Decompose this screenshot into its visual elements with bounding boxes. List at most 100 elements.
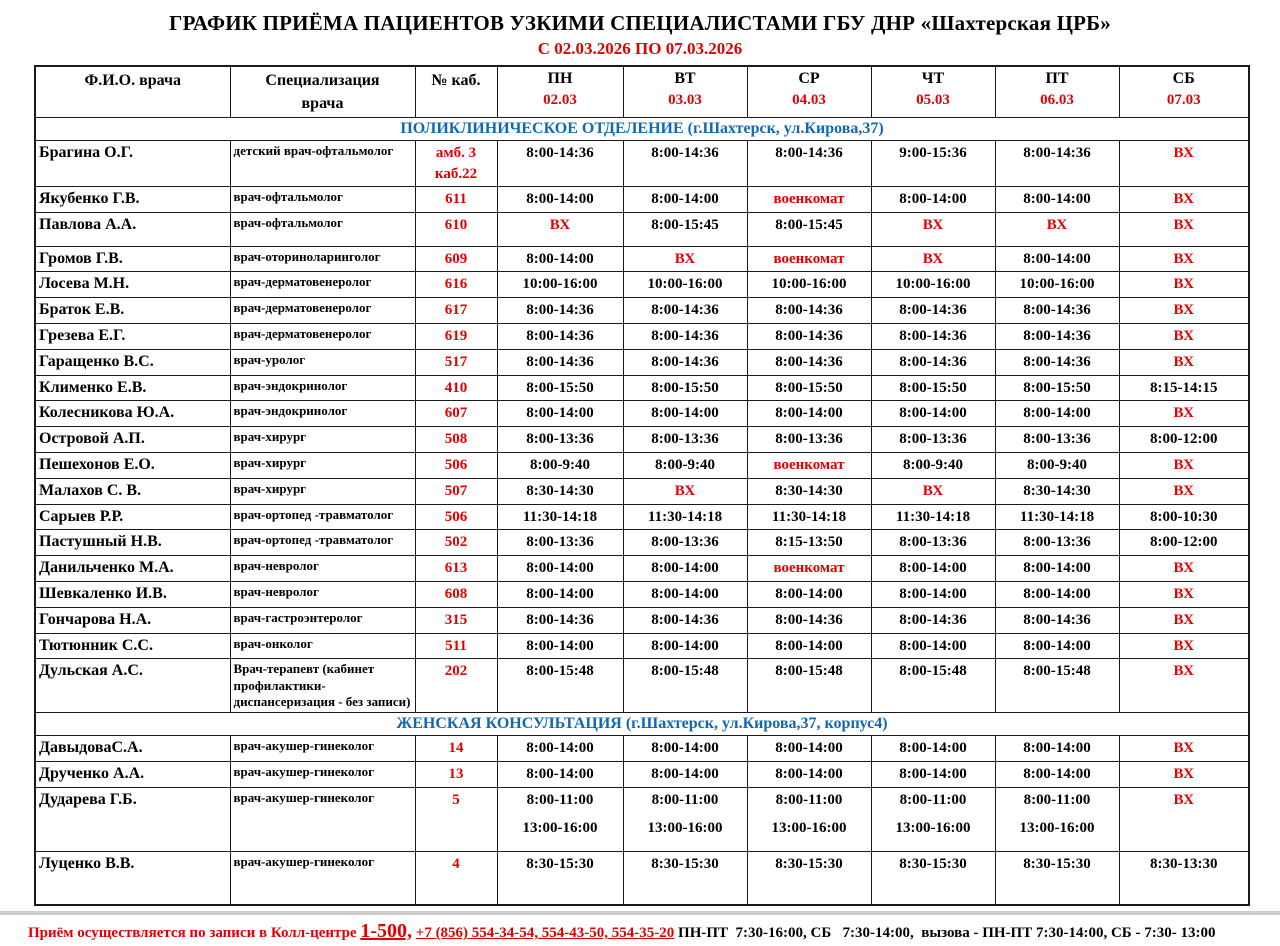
time-cell: 10:00-16:00 [870, 271, 996, 299]
col-header-thu: ЧТ 05.03 [870, 65, 996, 119]
doctor-name-cell: Клименко Е.В. [34, 374, 231, 402]
time-cell: ВХ [1118, 348, 1250, 376]
doctor-name-cell: Друченко А.А. [34, 760, 231, 788]
footer-hours: ПН-ПТ 7:30-16:00, СБ 7:30-14:00, вызова … [678, 925, 1216, 942]
time-cell: военкомат [746, 185, 872, 213]
time-cell: ВХ [1118, 632, 1250, 660]
time-cell: 8:00-14:00 [622, 555, 748, 583]
time-cell: 8:00-14:36 [994, 323, 1120, 350]
doctor-name-cell: Малахов С. В. [34, 477, 231, 505]
header-row: Ф.И.О. врача Специализация врача № каб. … [34, 65, 1250, 119]
time-cell: 11:30-14:18 [870, 503, 996, 531]
time-cell: 8:00-15:48 [746, 658, 872, 714]
time-cell: 8:00-14:36 [994, 140, 1120, 187]
time-cell: 10:00-16:00 [496, 271, 624, 299]
time-cell: 8:00-13:36 [994, 529, 1120, 557]
table-row: Гаращенко В.С. врач-уролог 517 8:00-14:36 8:… [34, 348, 1250, 376]
time-cell: 8:00-14:00 [622, 581, 748, 608]
time-cell: ВХ [994, 211, 1120, 247]
section-header-row: ПОЛИКЛИНИЧЕСКОЕ ОТДЕЛЕНИЕ (г.Шахтерск, у… [34, 117, 1250, 142]
time-cell: 8:00-15:48 [994, 658, 1120, 714]
doctor-name-cell: Павлова А.А. [34, 211, 231, 247]
time-cell: 8:00-10:30 [1118, 503, 1250, 531]
doctor-name-cell: Якубенко Г.В. [34, 185, 231, 213]
time-cell: 8:00-14:36 [994, 606, 1120, 634]
col-header-fri: ПТ 06.03 [994, 65, 1120, 119]
doctor-name-cell: Данильченко М.А. [34, 555, 231, 583]
cabinet-cell: 14 [414, 735, 498, 762]
specialization-cell: врач-уролог [229, 348, 416, 376]
time-cell: 8:00-13:36 [746, 426, 872, 454]
table-row: Браток Е.В. врач-дерматовенеролог 617 8:00-… [34, 297, 1250, 325]
table-row: Павлова А.А. врач-офтальмолог 610 ВХ 8:00-15… [34, 211, 1250, 247]
time-cell: ВХ [870, 211, 996, 247]
time-cell: 8:00-14:36 [746, 297, 872, 325]
time-cell: ВХ [1118, 581, 1250, 608]
cabinet-cell: 502 [414, 529, 498, 557]
doctor-name-cell: Колесникова Ю.А. [34, 400, 231, 428]
call-center-number: 1-500, [360, 920, 413, 943]
time-cell: 8:00-9:40 [870, 452, 996, 479]
specialization-cell: врач-офтальмолог [229, 185, 416, 213]
time-cell: 8:30-15:30 [870, 850, 996, 906]
table-row: Клименко Е.В. врач-эндокринолог 410 8:00-15… [34, 374, 1250, 402]
time-cell: 8:30-14:30 [746, 477, 872, 505]
time-cell: 8:00-11:00 13:00-16:00 [746, 786, 872, 852]
time-cell: ВХ [1118, 786, 1250, 852]
table-row: Друченко А.А. врач-акушер-гинеколог 13 8:00… [34, 760, 1250, 788]
time-cell: 8:00-14:36 [870, 297, 996, 325]
cabinet-cell: 13 [414, 760, 498, 788]
time-cell: 8:00-15:50 [622, 374, 748, 402]
col-header-sat: СБ 07.03 [1118, 65, 1250, 119]
time-cell: 8:00-14:36 [622, 323, 748, 350]
table-row: Брагина О.Г. детский врач-офтальмолог амб.… [34, 140, 1250, 187]
time-cell: 10:00-16:00 [994, 271, 1120, 299]
table-row: Грезева Е.Г. врач-дерматовенеролог 619 8:00… [34, 323, 1250, 350]
time-cell: 8:00-15:50 [994, 374, 1120, 402]
specialization-cell: врач-ортопед -травматолог [229, 529, 416, 557]
specialization-cell: врач-дерматовенеролог [229, 271, 416, 299]
table-row: Колесникова Ю.А. врач-эндокринолог 607 8:00… [34, 400, 1250, 428]
time-cell: 8:00-15:45 [622, 211, 748, 247]
time-cell: 8:30-15:30 [994, 850, 1120, 906]
date-range-subtitle: С 02.03.2026 ПО 07.03.2026 [537, 39, 743, 58]
cabinet-cell: 617 [414, 297, 498, 325]
time-cell: ВХ [1118, 606, 1250, 634]
doctor-name-cell: Лосева М.Н. [34, 271, 231, 299]
time-cell: ВХ [1118, 477, 1250, 505]
specialization-cell: врач-гастроэнтеролог [229, 606, 416, 634]
time-cell: 11:30-14:18 [496, 503, 624, 531]
time-cell: 8:00-11:00 13:00-16:00 [496, 786, 624, 852]
time-cell: военкомат [746, 245, 872, 273]
table-row: Пастушный Н.В. врач-ортопед -травматолог 5… [34, 529, 1250, 557]
specialization-cell: врач-хирург [229, 426, 416, 454]
time-cell: 8:00-14:00 [870, 400, 996, 428]
time-cell: 8:00-14:00 [746, 735, 872, 762]
time-cell: 8:00-14:36 [496, 606, 624, 634]
doctor-name-cell: ДавыдоваС.А. [34, 735, 231, 762]
time-cell: 8:00-13:36 [622, 529, 748, 557]
time-cell: 8:00-14:00 [994, 760, 1120, 788]
col-header-tue: ВТ 03.03 [622, 65, 748, 119]
doctor-name-cell: Островой А.П. [34, 426, 231, 454]
time-cell: 8:00-14:36 [622, 348, 748, 376]
time-cell: 8:00-14:00 [496, 185, 624, 213]
cabinet-cell: амб. 3 каб.22 [414, 140, 498, 187]
cabinet-cell: 5 [414, 786, 498, 852]
table-row: Островой А.П. врач-хирург 508 8:00-13:36 8:0… [34, 426, 1250, 454]
time-cell: 8:00-14:36 [496, 140, 624, 187]
cabinet-cell: 619 [414, 323, 498, 350]
time-cell: 8:00-14:00 [994, 185, 1120, 213]
table-row: Тютюнник С.С. врач-онколог 511 8:00-14:00 8:… [34, 632, 1250, 660]
time-cell: 8:00-13:36 [622, 426, 748, 454]
table-row: Якубенко Г.В. врач-офтальмолог 611 8:00-14:… [34, 185, 1250, 213]
specialization-cell: врач-дерматовенеролог [229, 297, 416, 325]
cabinet-cell: 517 [414, 348, 498, 376]
time-cell: 8:30-14:30 [496, 477, 624, 505]
time-cell: 10:00-16:00 [622, 271, 748, 299]
time-cell: 8:00-14:00 [994, 581, 1120, 608]
time-cell: 8:30-13:30 [1118, 850, 1250, 906]
time-cell: 8:00-14:00 [994, 400, 1120, 428]
time-cell: 8:00-13:36 [496, 426, 624, 454]
time-cell: 8:00-14:00 [994, 632, 1120, 660]
